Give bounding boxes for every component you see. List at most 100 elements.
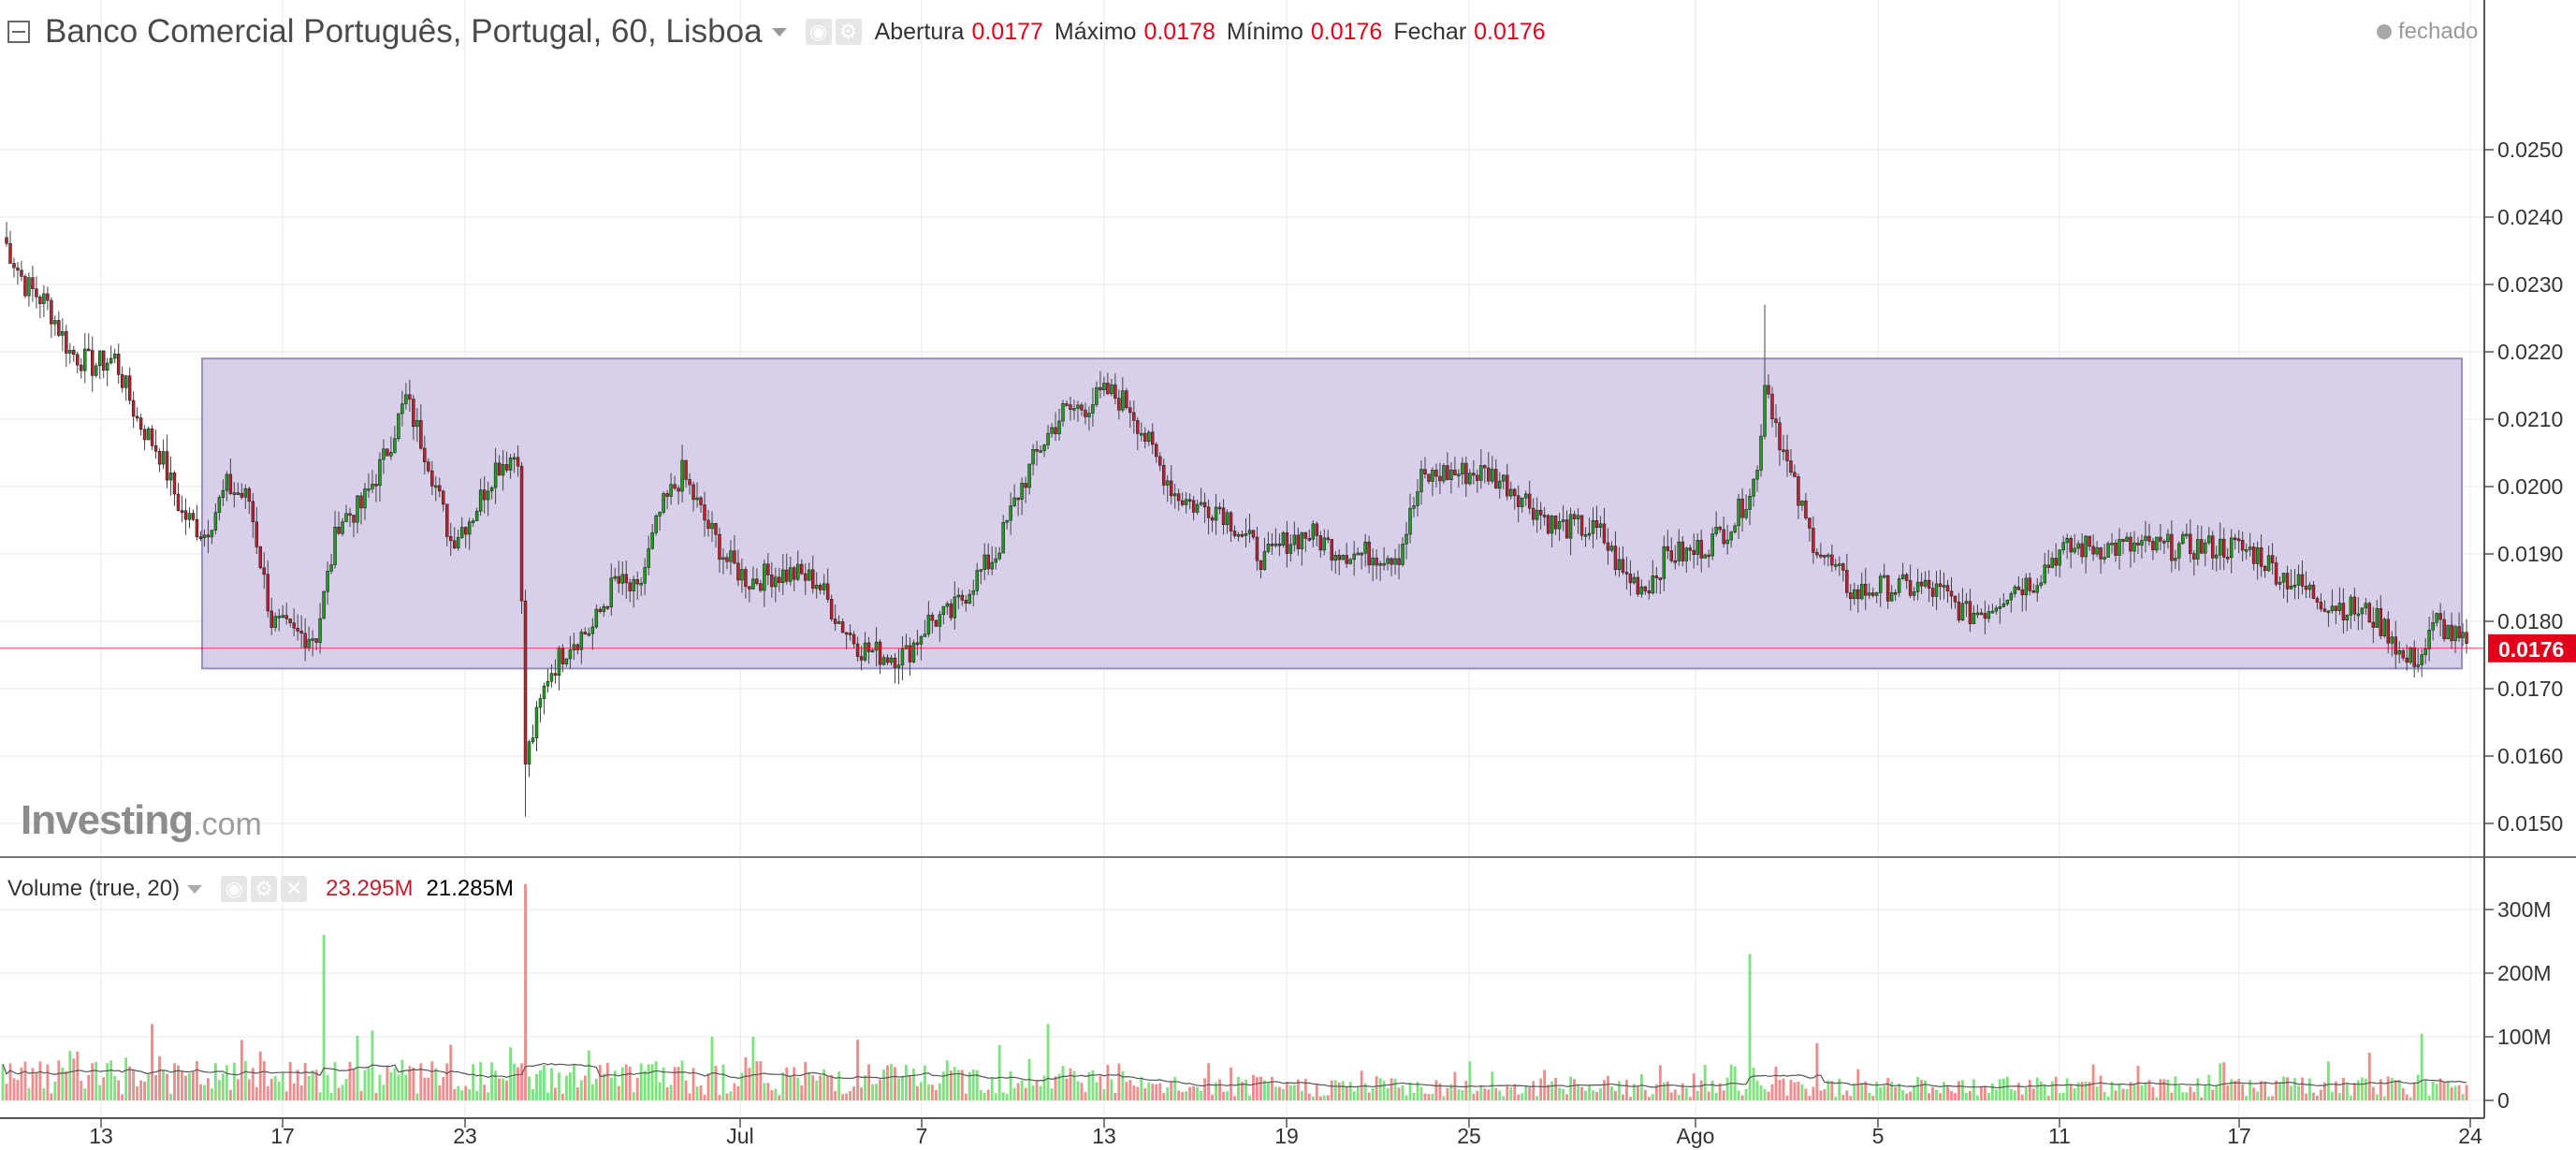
volume-bar [2219,1063,2222,1100]
volume-bar [1755,1080,1759,1100]
candle-body [781,569,785,584]
volume-bar [8,1063,12,1100]
volume-bar [1558,1087,1562,1100]
candle-body [870,649,875,653]
candle-body [1740,498,1744,518]
candle-body [1733,525,1737,533]
volume-bar [1416,1082,1419,1100]
candle-body [1378,562,1382,566]
volume-bar [543,1065,546,1100]
x-tick-label: 5 [1872,1124,1885,1148]
candle-body [2352,596,2357,615]
volume-bar [2196,1078,2200,1100]
candle-body [2240,540,2245,551]
volume-bar [1140,1077,1143,1100]
volume-bar [953,1067,956,1100]
volume-bar [147,1074,151,1100]
volume-header: Volume (true, 20) ◉ ⚙ ✕ 23.295M 21.285M [7,876,514,902]
volume-gear-icon[interactable]: ⚙ [251,876,278,902]
candle-body [2039,582,2043,587]
candle-body [486,490,490,501]
candle-body [1176,493,1181,502]
volume-bar [1725,1077,1729,1100]
candle-body [1968,601,1972,624]
gear-icon[interactable]: ⚙ [835,19,862,45]
candle-body [2412,647,2416,667]
candle-body [982,554,986,570]
volume-eye-icon[interactable]: ◉ [221,876,248,902]
volume-bar [255,1086,258,1100]
candle-body [258,546,263,569]
volume-bar [76,1051,80,1100]
volume-bar [1487,1089,1491,1100]
candle-body [673,484,677,489]
eye-icon[interactable]: ◉ [805,19,832,45]
volume-bar [1024,1087,1027,1100]
range-band-rectangle[interactable] [201,357,2463,670]
candle-body [1487,467,1491,482]
candle-body [557,648,561,677]
volume-bar [415,1093,419,1100]
candle-body [2118,539,2121,556]
candle-body [639,582,643,586]
volume-bar [763,1083,766,1100]
volume-bar [1226,1091,1229,1100]
volume-bar [2005,1076,2009,1100]
volume-bar [1099,1075,1102,1100]
volume-bar [1864,1081,1868,1100]
candle-body [893,657,897,668]
volume-bar [206,1078,210,1100]
volume-bar [2192,1092,2196,1100]
volume-bar [568,1071,572,1100]
candle-body [1729,531,1733,541]
candle-body [1461,462,1464,475]
chevron-down-icon[interactable] [771,27,787,36]
volume-bar [774,1088,778,1100]
candle-body [2453,626,2457,642]
volume-bar [1446,1087,1449,1100]
candle-body [463,527,468,535]
volume-bar [524,883,527,1100]
candle-body [1651,575,1655,594]
volume-bar [1266,1082,1270,1100]
candle-body [1930,588,1935,597]
candle-body [195,518,199,537]
candle-body [105,362,109,371]
volume-bar [864,1075,867,1100]
volume-bar [994,1093,997,1100]
price-tick-label: 0.0250 [2497,138,2563,162]
volume-bar [982,1092,986,1100]
candle-body [1647,590,1652,594]
volume-close-icon[interactable]: ✕ [281,876,308,902]
candle-body [699,497,703,505]
volume-chevron-icon[interactable] [187,884,203,894]
volume-bar [72,1058,76,1100]
candle-body [2431,622,2435,631]
candle-body [467,521,472,535]
candle-body [2043,564,2046,584]
volume-bar [1684,1087,1688,1100]
candle-body [1423,469,1427,474]
volume-bar [143,1082,147,1100]
volume-bar [789,1076,793,1100]
candle-body [430,470,434,487]
volume-bar [20,1067,23,1100]
volume-bar [221,1073,225,1100]
volume-bar [941,1071,945,1100]
candle-body [1091,404,1095,414]
candle-body [1416,491,1419,506]
candle-body [553,673,558,677]
volume-ma-line [2,1062,2467,1089]
volume-bar [434,1068,438,1100]
candle-body [2061,542,2065,551]
volume-bar [1288,1084,1292,1100]
candle-body [2259,546,2263,567]
volume-bar [1804,1088,1808,1100]
volume-bar [1815,1042,1819,1100]
candle-body [971,590,975,595]
volume-bar [2028,1079,2031,1100]
collapse-icon[interactable] [7,21,30,43]
volume-bar [1748,953,1752,1100]
candle-body [1140,432,1143,436]
